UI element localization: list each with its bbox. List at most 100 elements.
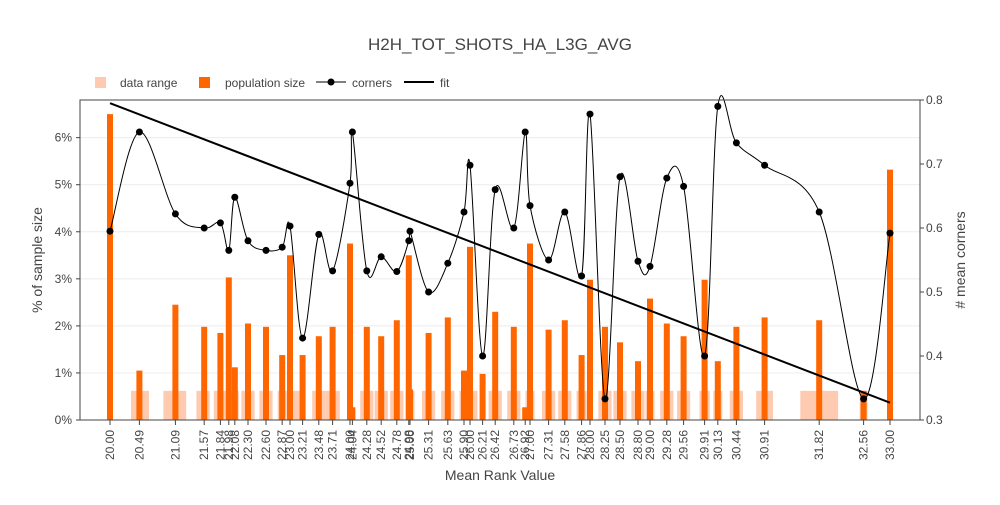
x-tick-label: 27.00 [523,430,537,460]
population-bar [527,243,533,420]
x-tick-label: 21.57 [197,430,211,460]
population-bar [378,336,385,420]
population-bar [816,320,823,420]
population-bar [479,373,486,420]
legend-fit-label[interactable]: fit [440,76,450,90]
legend-population-size-swatch [199,77,210,88]
plot-frame [79,99,921,421]
x-tick-label: 24.28 [360,430,374,460]
x-tick-label: 25.63 [441,430,455,460]
y-tick-label: 5% [55,178,73,192]
corners-point [348,128,356,136]
population-bar [680,336,687,420]
corners-point [545,256,553,264]
fit-line-layer [109,102,891,404]
x-tick-label: 20.00 [103,430,117,460]
corners-point [393,268,401,276]
corners-point [460,208,468,216]
y2-axis-title: # mean corners [952,211,968,308]
corners-point [286,222,294,230]
population-bar [405,255,412,420]
y-tick-label: 2% [55,319,73,333]
corners-point [601,395,609,403]
population-bar [647,298,653,420]
corners-point [634,257,642,265]
corners-point [225,246,233,254]
population-bar [172,304,179,420]
fit-line [109,102,891,404]
legend-data-range-label[interactable]: data range [120,76,178,90]
corners-point [346,179,354,187]
corners-point [526,202,534,210]
x-tick-label: 25.00 [403,430,417,460]
corners-point [815,208,823,216]
population-size-bars [107,114,893,420]
y2-tick-label: 0.5 [926,285,943,299]
population-bar [425,332,432,420]
corners-point [315,230,323,238]
corners-point [171,210,179,218]
x-tick-label: 27.86 [575,430,589,460]
x-tick-label: 23.00 [283,430,297,460]
legend: data range population size corners fit [95,76,450,90]
corners-point [616,173,624,181]
y-tick-label: 0% [55,413,73,427]
x-tick-label: 24.98 [402,430,416,460]
population-bar [467,246,473,420]
corners-point [299,334,307,342]
population-bar [444,317,451,420]
population-bar [578,355,585,420]
x-tick-label: 30.91 [758,430,772,460]
y2-tick-label: 0.8 [926,93,943,107]
population-bar [733,326,740,420]
legend-corners-label[interactable]: corners [352,76,392,90]
legend-population-size-label[interactable]: population size [225,76,305,90]
population-bar [761,317,768,420]
x-tick-label: 29.28 [660,430,674,460]
corners-point [405,237,413,245]
corners-point [244,237,252,245]
population-bar [522,407,529,420]
y-tick-label: 6% [55,131,73,145]
population-bar [545,329,552,420]
corners-point [586,110,594,118]
corners-point [216,219,224,227]
y-axis-title: % of sample size [29,207,45,313]
x-tick-label: 21.09 [168,430,182,460]
x-tick-label: 24.78 [390,430,404,460]
corners-point [466,161,474,169]
y-tick-label: 4% [55,225,73,239]
corners-point [377,253,385,261]
x-tick-label: 33.00 [883,430,897,460]
x-axis-title: Mean Rank Value [445,467,555,483]
chart-title: H2H_TOT_SHOTS_HA_L3G_AVG [368,35,632,54]
corners-point [663,174,671,182]
x-tick-label: 26.00 [463,430,477,460]
corners-point [714,102,722,110]
corners-point [425,288,433,296]
population-bar [701,279,708,420]
legend-corners-marker [327,78,335,86]
x-tick-label: 25.90 [457,430,471,460]
x-tick-label: 26.73 [507,430,521,460]
population-bar [860,390,867,420]
y2-tick-label: 0.3 [926,413,943,427]
population-bar [393,320,400,420]
x-tick-label: 26.42 [488,430,502,460]
x-tick-label: 30.44 [729,430,743,460]
corners-point [860,395,868,403]
corners-point [278,243,286,251]
y2-tick-label: 0.4 [926,349,943,363]
x-tick-label: 29.91 [698,430,712,460]
corners-point [135,128,143,136]
corners-point [406,227,414,235]
x-tick-label: 24.00 [343,430,357,460]
corners-point [521,128,529,136]
population-bar [201,326,208,420]
x-tick-label: 24.52 [374,430,388,460]
corners-point [262,246,270,254]
data-range-bars [131,390,868,420]
corners-point [578,272,586,280]
population-bar [349,407,356,420]
